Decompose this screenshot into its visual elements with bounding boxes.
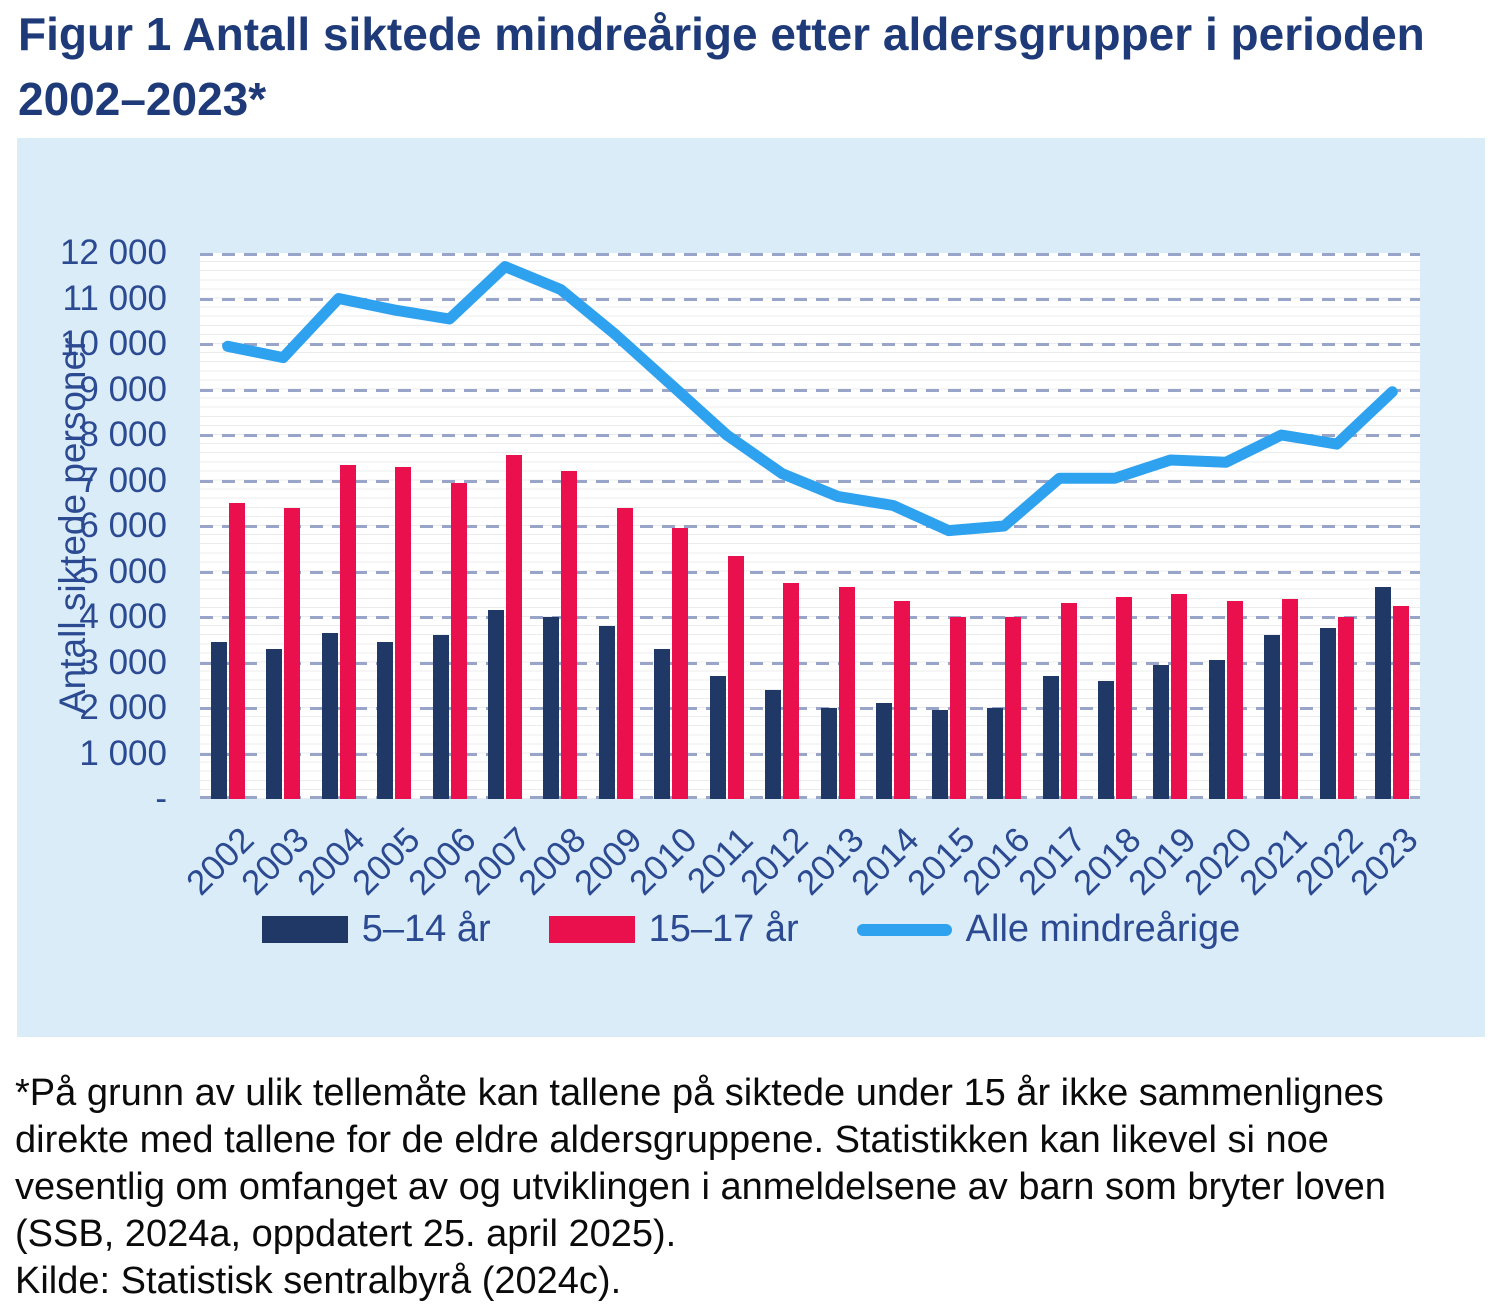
bar-5-14-2004 (321, 632, 338, 799)
bar-15-17-2015 (949, 617, 966, 799)
bar-15-17-2022 (1337, 617, 1354, 799)
bar-5-14-2008 (543, 617, 560, 799)
plot-area (200, 253, 1420, 799)
major-gridline (200, 253, 1420, 256)
major-gridline (200, 616, 1420, 619)
footnote: *På grunn av ulik tellemåte kan tallene … (15, 1070, 1493, 1305)
y-tick-label: 11 000 (62, 278, 167, 318)
figure-title-line-2: 2002–2023* (18, 73, 267, 126)
y-tick-label: 9 000 (79, 369, 167, 409)
bar-15-17-2003 (284, 507, 301, 799)
footnote-line: vesentlig om omfanget av og utviklingen … (15, 1166, 1386, 1208)
bar-15-17-2011 (727, 555, 744, 799)
bar-5-14-2020 (1208, 660, 1225, 799)
bar-15-17-2010 (672, 528, 689, 799)
bar-15-17-2006 (450, 482, 467, 799)
bar-5-14-2017 (1042, 676, 1059, 799)
bar-15-17-2002 (228, 503, 245, 799)
footnote-line: *På grunn av ulik tellemåte kan tallene … (15, 1072, 1384, 1114)
bar-15-17-2016 (1005, 617, 1022, 799)
major-gridline (200, 434, 1420, 437)
bar-5-14-2021 (1264, 635, 1281, 799)
bar-15-17-2019 (1171, 594, 1188, 799)
bar-15-17-2007 (506, 455, 522, 799)
bar-5-14-2003 (266, 648, 283, 799)
major-gridline (200, 343, 1420, 346)
chart-legend: 5–14 år 15–17 år Alle mindreårige (17, 908, 1485, 951)
y-tick-label: 1 000 (79, 733, 167, 773)
bar-15-17-2021 (1282, 598, 1299, 799)
legend-label-5-14: 5–14 år (361, 908, 491, 950)
y-tick-label: - (155, 779, 167, 818)
legend-item-alle: Alle mindreårige (856, 908, 1241, 951)
legend-swatch-15-17 (548, 916, 635, 943)
bar-15-17-2020 (1226, 601, 1243, 799)
bar-5-14-2006 (432, 635, 449, 799)
bar-5-14-2011 (709, 676, 726, 799)
y-tick-label: 12 000 (59, 233, 167, 272)
bar-15-17-2012 (783, 582, 800, 799)
major-gridline (200, 297, 1420, 301)
bar-5-14-2016 (987, 708, 1004, 799)
bar-15-17-2014 (894, 601, 911, 799)
bar-5-14-2014 (876, 703, 893, 799)
line-alle-mindrearige (222, 261, 1398, 537)
legend-swatch-5-14 (261, 916, 348, 943)
bar-5-14-2002 (210, 642, 227, 799)
legend-line-swatch-alle (856, 923, 952, 936)
bar-5-14-2015 (931, 710, 948, 799)
bar-5-14-2007 (488, 610, 504, 799)
major-gridline (200, 525, 1420, 528)
legend-item-15-17: 15–17 år (548, 908, 799, 951)
legend-label-15-17: 15–17 år (648, 908, 799, 950)
major-gridline (200, 570, 1420, 574)
bar-15-17-2013 (838, 587, 855, 799)
bar-5-14-2023 (1375, 587, 1392, 799)
legend-label-alle: Alle mindreårige (965, 908, 1241, 950)
y-tick-label: 3 000 (79, 642, 167, 682)
footnote-line: (SSB, 2024a, oppdatert 25. april 2025). (15, 1213, 677, 1255)
bar-5-14-2009 (598, 626, 615, 799)
bar-5-14-2019 (1153, 664, 1170, 799)
y-tick-label: 6 000 (79, 506, 167, 545)
source-line: Kilde: Statistisk sentralbyrå (2024c). (15, 1260, 622, 1302)
y-axis-tick-labels: 12 000 11 000 10 000 9 000 8 000 7 000 6 000 5 … (17, 233, 167, 818)
major-gridline (200, 707, 1420, 710)
legend-item-5-14: 5–14 år (261, 908, 491, 951)
bar-5-14-2013 (820, 708, 837, 799)
bar-15-17-2005 (395, 466, 412, 799)
bar-15-17-2023 (1393, 605, 1410, 799)
chart-panel: Antall siktede personer 12 000 11 000 10 0… (17, 138, 1485, 1037)
bar-5-14-2022 (1319, 628, 1336, 799)
y-tick-label: 5 000 (79, 551, 167, 591)
bar-15-17-2017 (1060, 603, 1077, 799)
bar-15-17-2009 (616, 507, 633, 799)
bar-5-14-2005 (377, 642, 394, 799)
major-gridline (200, 752, 1420, 756)
bar-15-17-2018 (1116, 596, 1132, 799)
footnote-line: direkte med tallene for de eldre aldersg… (15, 1119, 1329, 1161)
bar-15-17-2008 (561, 471, 578, 799)
bar-15-17-2004 (339, 464, 356, 799)
bar-5-14-2018 (1098, 680, 1114, 799)
major-gridline (200, 661, 1420, 665)
y-tick-label: 4 000 (79, 597, 167, 636)
major-gridline (200, 796, 1420, 799)
major-gridline (200, 388, 1420, 392)
figure-title-line-1: Figur 1 Antall siktede mindreårige etter… (18, 8, 1425, 60)
y-tick-label: 8 000 (79, 415, 167, 454)
y-tick-label: 10 000 (59, 324, 167, 363)
y-tick-label: 7 000 (79, 460, 167, 500)
figure-title: Figur 1 Antall siktede mindreårige etter… (18, 2, 1488, 133)
y-tick-label: 2 000 (79, 688, 167, 727)
bar-5-14-2012 (765, 689, 782, 799)
bar-5-14-2010 (654, 648, 671, 799)
